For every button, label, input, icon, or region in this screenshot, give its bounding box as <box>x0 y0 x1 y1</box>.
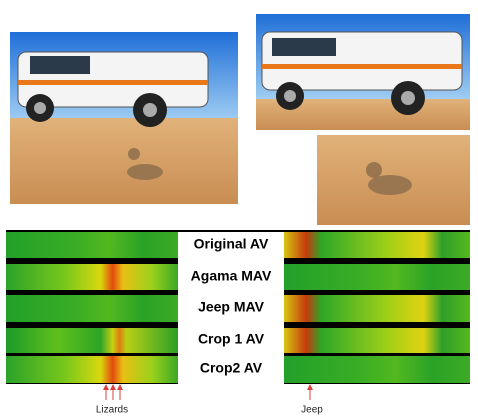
row-label: Agama MAV <box>191 268 272 284</box>
arrows <box>103 384 313 400</box>
row-label: Jeep MAV <box>198 299 265 315</box>
row-label: Crop2 AV <box>200 360 263 376</box>
row-label: Crop 1 AV <box>198 331 265 347</box>
photo-original <box>10 32 238 204</box>
annotation: Lizards <box>96 405 128 416</box>
photo-jeep <box>256 14 470 130</box>
photo-lizard-crop <box>317 135 470 225</box>
heatmap: Original AV Agama MAV Jeep MAV Crop 1 AV… <box>6 230 470 384</box>
annotation: Jeep <box>301 405 323 416</box>
row-label: Original AV <box>194 236 269 252</box>
